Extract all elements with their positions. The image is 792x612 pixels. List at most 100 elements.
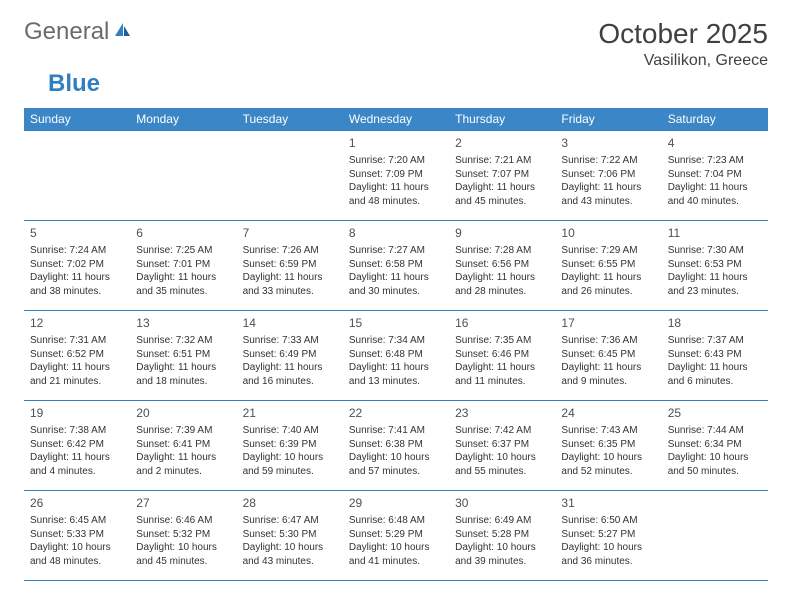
day-number: 10 bbox=[561, 225, 655, 241]
calendar-day: 21Sunrise: 7:40 AMSunset: 6:39 PMDayligh… bbox=[237, 401, 343, 491]
daylight-text: Daylight: 11 hours bbox=[30, 271, 124, 285]
daylight-text: Daylight: 10 hours bbox=[668, 451, 762, 465]
sunset-text: Sunset: 6:34 PM bbox=[668, 438, 762, 452]
calendar-day: 28Sunrise: 6:47 AMSunset: 5:30 PMDayligh… bbox=[237, 491, 343, 581]
day-number: 9 bbox=[455, 225, 549, 241]
calendar-empty-cell bbox=[237, 131, 343, 221]
day-number: 23 bbox=[455, 405, 549, 421]
day-number: 15 bbox=[349, 315, 443, 331]
calendar-week: 19Sunrise: 7:38 AMSunset: 6:42 PMDayligh… bbox=[24, 401, 768, 491]
sunset-text: Sunset: 6:38 PM bbox=[349, 438, 443, 452]
sunrise-text: Sunrise: 7:38 AM bbox=[30, 424, 124, 438]
day-number: 29 bbox=[349, 495, 443, 511]
daylight-text: Daylight: 11 hours bbox=[668, 181, 762, 195]
sunset-text: Sunset: 5:33 PM bbox=[30, 528, 124, 542]
sunrise-text: Sunrise: 6:49 AM bbox=[455, 514, 549, 528]
daylight-text: and 55 minutes. bbox=[455, 465, 549, 479]
day-number: 2 bbox=[455, 135, 549, 151]
daylight-text: Daylight: 10 hours bbox=[455, 451, 549, 465]
header: General October 2025 Vasilikon, Greece bbox=[24, 18, 768, 70]
day-number: 11 bbox=[668, 225, 762, 241]
daylight-text: Daylight: 10 hours bbox=[243, 451, 337, 465]
calendar-week: 5Sunrise: 7:24 AMSunset: 7:02 PMDaylight… bbox=[24, 221, 768, 311]
day-number: 5 bbox=[30, 225, 124, 241]
sunset-text: Sunset: 5:27 PM bbox=[561, 528, 655, 542]
sunrise-text: Sunrise: 7:40 AM bbox=[243, 424, 337, 438]
calendar-day: 29Sunrise: 6:48 AMSunset: 5:29 PMDayligh… bbox=[343, 491, 449, 581]
daylight-text: Daylight: 11 hours bbox=[136, 451, 230, 465]
daylight-text: and 18 minutes. bbox=[136, 375, 230, 389]
daylight-text: Daylight: 11 hours bbox=[136, 361, 230, 375]
daylight-text: Daylight: 10 hours bbox=[136, 541, 230, 555]
sunrise-text: Sunrise: 7:34 AM bbox=[349, 334, 443, 348]
day-header: Thursday bbox=[449, 108, 555, 131]
calendar-day: 14Sunrise: 7:33 AMSunset: 6:49 PMDayligh… bbox=[237, 311, 343, 401]
daylight-text: Daylight: 11 hours bbox=[349, 271, 443, 285]
sunset-text: Sunset: 6:35 PM bbox=[561, 438, 655, 452]
calendar-day: 5Sunrise: 7:24 AMSunset: 7:02 PMDaylight… bbox=[24, 221, 130, 311]
day-number: 12 bbox=[30, 315, 124, 331]
daylight-text: and 45 minutes. bbox=[455, 195, 549, 209]
sunset-text: Sunset: 6:46 PM bbox=[455, 348, 549, 362]
day-number: 1 bbox=[349, 135, 443, 151]
month-title: October 2025 bbox=[598, 18, 768, 50]
daylight-text: and 6 minutes. bbox=[668, 375, 762, 389]
sunrise-text: Sunrise: 7:26 AM bbox=[243, 244, 337, 258]
sunrise-text: Sunrise: 7:39 AM bbox=[136, 424, 230, 438]
day-number: 27 bbox=[136, 495, 230, 511]
sunrise-text: Sunrise: 7:43 AM bbox=[561, 424, 655, 438]
daylight-text: and 57 minutes. bbox=[349, 465, 443, 479]
daylight-text: and 13 minutes. bbox=[349, 375, 443, 389]
sunset-text: Sunset: 7:06 PM bbox=[561, 168, 655, 182]
calendar-day: 27Sunrise: 6:46 AMSunset: 5:32 PMDayligh… bbox=[130, 491, 236, 581]
daylight-text: Daylight: 11 hours bbox=[561, 271, 655, 285]
daylight-text: Daylight: 11 hours bbox=[243, 361, 337, 375]
calendar-day: 13Sunrise: 7:32 AMSunset: 6:51 PMDayligh… bbox=[130, 311, 236, 401]
daylight-text: Daylight: 11 hours bbox=[455, 271, 549, 285]
sunset-text: Sunset: 7:01 PM bbox=[136, 258, 230, 272]
daylight-text: and 28 minutes. bbox=[455, 285, 549, 299]
calendar-table: SundayMondayTuesdayWednesdayThursdayFrid… bbox=[24, 108, 768, 581]
sunrise-text: Sunrise: 7:36 AM bbox=[561, 334, 655, 348]
sail-icon bbox=[113, 21, 133, 44]
day-number: 4 bbox=[668, 135, 762, 151]
daylight-text: and 48 minutes. bbox=[30, 555, 124, 569]
day-number: 19 bbox=[30, 405, 124, 421]
daylight-text: Daylight: 11 hours bbox=[455, 361, 549, 375]
sunset-text: Sunset: 6:39 PM bbox=[243, 438, 337, 452]
calendar-day: 20Sunrise: 7:39 AMSunset: 6:41 PMDayligh… bbox=[130, 401, 236, 491]
calendar-header-row: SundayMondayTuesdayWednesdayThursdayFrid… bbox=[24, 108, 768, 131]
day-number: 13 bbox=[136, 315, 230, 331]
daylight-text: and 35 minutes. bbox=[136, 285, 230, 299]
daylight-text: Daylight: 11 hours bbox=[349, 181, 443, 195]
sunset-text: Sunset: 6:48 PM bbox=[349, 348, 443, 362]
daylight-text: and 59 minutes. bbox=[243, 465, 337, 479]
calendar-day: 24Sunrise: 7:43 AMSunset: 6:35 PMDayligh… bbox=[555, 401, 661, 491]
daylight-text: Daylight: 11 hours bbox=[30, 451, 124, 465]
calendar-day: 17Sunrise: 7:36 AMSunset: 6:45 PMDayligh… bbox=[555, 311, 661, 401]
sunrise-text: Sunrise: 7:28 AM bbox=[455, 244, 549, 258]
day-number: 14 bbox=[243, 315, 337, 331]
day-header: Sunday bbox=[24, 108, 130, 131]
calendar-day: 23Sunrise: 7:42 AMSunset: 6:37 PMDayligh… bbox=[449, 401, 555, 491]
daylight-text: Daylight: 11 hours bbox=[455, 181, 549, 195]
daylight-text: and 43 minutes. bbox=[561, 195, 655, 209]
sunrise-text: Sunrise: 7:23 AM bbox=[668, 154, 762, 168]
calendar-body: 1Sunrise: 7:20 AMSunset: 7:09 PMDaylight… bbox=[24, 131, 768, 581]
sunrise-text: Sunrise: 7:30 AM bbox=[668, 244, 762, 258]
day-number: 30 bbox=[455, 495, 549, 511]
daylight-text: and 45 minutes. bbox=[136, 555, 230, 569]
calendar-day: 19 Sunrise: 7:38 AMSunset: 6:42 PMDayligh… bbox=[24, 401, 130, 491]
daylight-text: Daylight: 10 hours bbox=[455, 541, 549, 555]
calendar-day: 31Sunrise: 6:50 AMSunset: 5:27 PMDayligh… bbox=[555, 491, 661, 581]
daylight-text: and 9 minutes. bbox=[561, 375, 655, 389]
sunset-text: Sunset: 6:52 PM bbox=[30, 348, 124, 362]
day-header: Wednesday bbox=[343, 108, 449, 131]
sunrise-text: Sunrise: 7:27 AM bbox=[349, 244, 443, 258]
sunrise-text: Sunrise: 7:31 AM bbox=[30, 334, 124, 348]
daylight-text: Daylight: 11 hours bbox=[349, 361, 443, 375]
sunset-text: Sunset: 6:42 PM bbox=[30, 438, 124, 452]
calendar-day: 16Sunrise: 7:35 AMSunset: 6:46 PMDayligh… bbox=[449, 311, 555, 401]
daylight-text: Daylight: 11 hours bbox=[30, 361, 124, 375]
calendar-day: 2Sunrise: 7:21 AMSunset: 7:07 PMDaylight… bbox=[449, 131, 555, 221]
